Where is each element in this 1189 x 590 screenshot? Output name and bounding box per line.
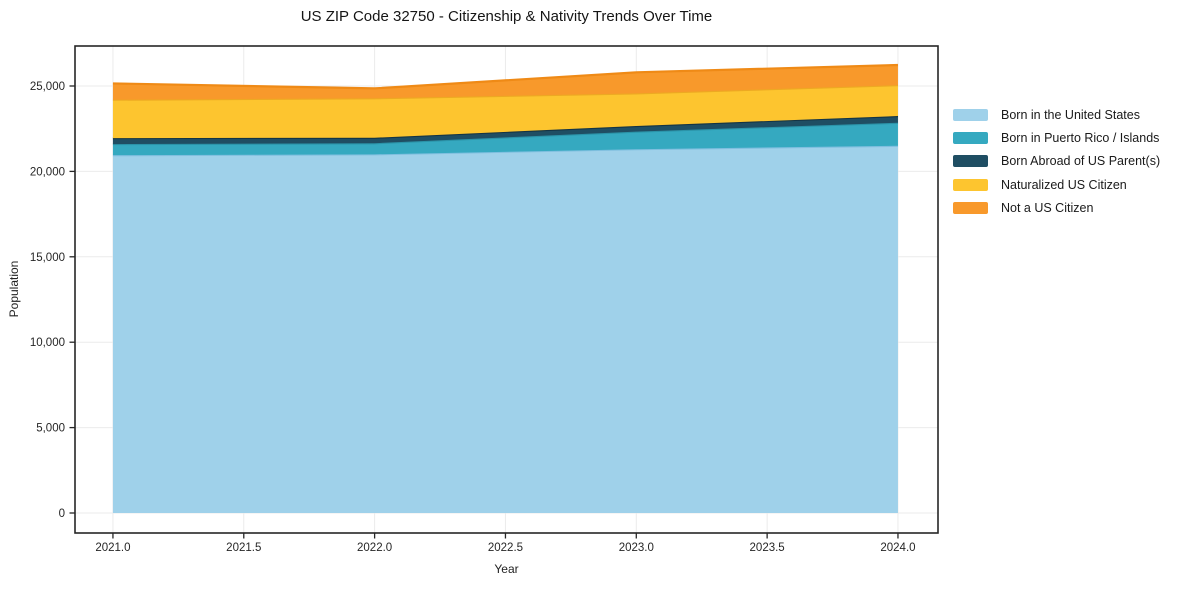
y-axis-label: Population (7, 260, 21, 318)
legend: Born in the United States Born in Puerto … (953, 103, 1160, 219)
legend-item: Born Abroad of US Parent(s) (953, 150, 1160, 173)
legend-swatch (953, 108, 988, 121)
area-series (112, 64, 898, 100)
legend-label: Born in Puerto Rico / Islands (1001, 130, 1160, 145)
legend-item: Not a US Citizen (953, 196, 1160, 219)
y-tick-label: 15,000 (30, 252, 65, 264)
y-tick-label: 0 (59, 508, 65, 520)
area-series-top-edge (112, 121, 899, 146)
x-tick-label: 2022.5 (488, 542, 523, 554)
legend-swatch (953, 155, 988, 168)
area-series (112, 145, 898, 513)
legend-swatch (953, 201, 988, 214)
y-tick-label: 20,000 (30, 166, 65, 178)
legend-label: Naturalized US Citizen (1001, 177, 1127, 192)
legend-item: Born in the United States (953, 103, 1160, 126)
legend-label: Not a US Citizen (1001, 200, 1094, 215)
x-tick-label: 2023.5 (750, 542, 785, 554)
area-series-top-edge (112, 144, 898, 157)
x-tick-label: 2024.0 (880, 542, 915, 554)
legend-label: Born in the United States (1001, 107, 1140, 122)
x-tick-label: 2021.5 (226, 542, 261, 554)
legend-item: Naturalized US Citizen (953, 173, 1160, 196)
x-tick-label: 2023.0 (619, 542, 654, 554)
x-tick-label: 2022.0 (357, 542, 392, 554)
x-tick-label: 2021.0 (95, 542, 130, 554)
plot-border (74, 45, 939, 534)
area-series (112, 116, 898, 145)
area-series (112, 85, 898, 139)
area-series (112, 122, 898, 156)
chart-title: US ZIP Code 32750 - Citizenship & Nativi… (300, 8, 713, 25)
y-tick-label: 5,000 (36, 423, 65, 435)
y-tick-label: 10,000 (30, 337, 65, 349)
legend-swatch (953, 131, 988, 144)
legend-label: Born Abroad of US Parent(s) (1001, 154, 1161, 169)
y-tick-label: 25,000 (30, 81, 65, 93)
area-series-top-edge (112, 63, 898, 90)
legend-item: Born in Puerto Rico / Islands (953, 126, 1160, 149)
x-axis-label: Year (494, 562, 519, 576)
legend-swatch (953, 178, 988, 191)
